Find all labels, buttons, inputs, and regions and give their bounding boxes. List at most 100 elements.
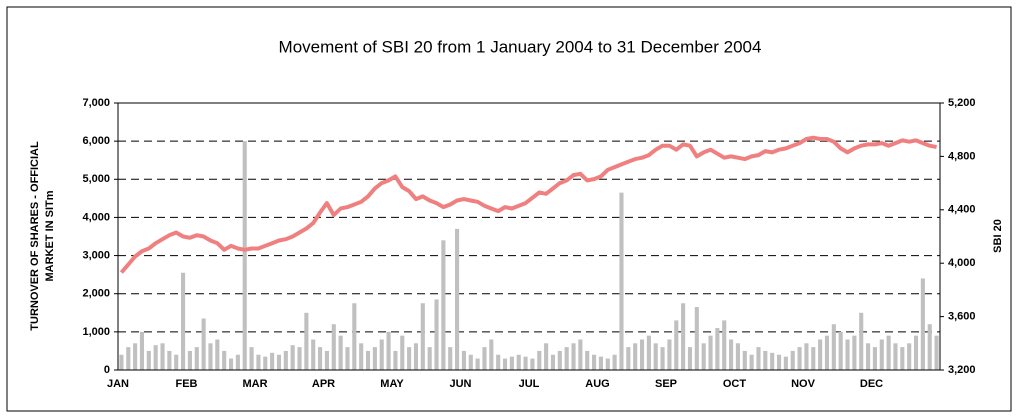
- y2-tick-label: 3,600: [948, 311, 976, 323]
- bar: [502, 358, 508, 370]
- bar: [790, 350, 795, 370]
- bar: [393, 350, 398, 370]
- bar: [242, 141, 247, 370]
- bar: [448, 347, 453, 370]
- bar: [153, 345, 158, 370]
- bar: [694, 307, 699, 370]
- bar: [667, 339, 672, 370]
- bar: [126, 347, 131, 370]
- bar: [626, 347, 631, 370]
- bar: [365, 350, 371, 370]
- plot-border: [117, 102, 941, 371]
- bar: [585, 350, 590, 370]
- bar: [907, 343, 912, 370]
- bar: [270, 352, 275, 370]
- bar: [167, 350, 172, 370]
- y2-tick-label: 4,400: [948, 204, 976, 216]
- bar: [859, 312, 864, 370]
- bar: [557, 350, 562, 370]
- bar: [256, 354, 261, 370]
- bar: [872, 347, 877, 370]
- y-tick-label: 5,000: [82, 173, 110, 185]
- bar: [530, 358, 535, 370]
- bar: [660, 347, 665, 370]
- bar: [674, 320, 679, 370]
- bar: [681, 303, 686, 370]
- bar: [208, 343, 213, 370]
- y-tick-label: 6,000: [82, 135, 110, 147]
- x-tick-label: JUN: [449, 378, 471, 390]
- x-tick-label: AUG: [585, 378, 609, 390]
- bar: [338, 335, 343, 370]
- bar: [770, 352, 775, 370]
- bar: [564, 347, 569, 370]
- bar: [852, 335, 857, 370]
- y-tick-label: 3,000: [82, 249, 110, 261]
- bar: [818, 339, 823, 370]
- bar: [619, 192, 624, 370]
- bar: [893, 343, 898, 370]
- bar: [455, 228, 460, 370]
- bar: [729, 339, 734, 370]
- bar: [249, 347, 254, 370]
- bar: [722, 320, 727, 370]
- bar: [687, 347, 693, 370]
- bar: [372, 347, 377, 370]
- x-tick-label: SEP: [655, 378, 677, 390]
- bar: [756, 347, 761, 370]
- bar: [571, 343, 576, 370]
- bar: [461, 350, 466, 370]
- bar: [386, 331, 391, 370]
- bar: [187, 350, 192, 370]
- bar: [119, 354, 124, 370]
- bar: [550, 354, 556, 370]
- bar: [194, 347, 199, 370]
- bar: [331, 324, 336, 370]
- bar: [708, 335, 713, 370]
- bar: [297, 347, 302, 370]
- bar: [715, 328, 720, 370]
- y2-tick-label: 4,000: [948, 257, 976, 269]
- bar: [290, 345, 295, 370]
- bar: [646, 335, 651, 370]
- bar: [913, 335, 919, 370]
- bar: [139, 331, 145, 370]
- bar: [920, 278, 925, 370]
- bar: [735, 343, 740, 370]
- y-axis-label: TURNOVER OF SHARES - OFFICIAL: [29, 141, 41, 331]
- chart-title: Movement of SBI 20 from 1 January 2004 t…: [279, 37, 762, 56]
- bar: [146, 350, 151, 370]
- y2-tick-label: 5,200: [948, 97, 976, 109]
- y-tick-label: 4,000: [82, 211, 110, 223]
- bar: [318, 347, 323, 370]
- bar: [612, 354, 617, 370]
- x-tick-label: JUL: [519, 378, 540, 390]
- bar: [886, 335, 891, 370]
- bar: [304, 312, 309, 370]
- bar: [605, 358, 610, 370]
- bar: [797, 347, 802, 370]
- x-tick-label: MAR: [242, 378, 267, 390]
- x-tick-label: APR: [312, 378, 335, 390]
- x-tick-label: JAN: [107, 378, 129, 390]
- bar: [811, 347, 816, 370]
- bar: [845, 339, 850, 370]
- bar: [592, 354, 597, 370]
- x-tick-label: MAY: [380, 378, 404, 390]
- bar: [181, 272, 186, 370]
- y-tick-label: 7,000: [82, 97, 110, 109]
- bar: [879, 339, 884, 370]
- bar: [345, 347, 350, 370]
- y-tick-label: 2,000: [82, 288, 110, 300]
- bar: [598, 356, 603, 370]
- bar: [160, 343, 165, 370]
- bar: [283, 350, 288, 370]
- bar: [639, 339, 645, 370]
- bar: [927, 324, 932, 370]
- bar: [263, 356, 268, 370]
- bar: [900, 347, 905, 370]
- bar: [838, 331, 843, 370]
- bar: [749, 354, 754, 370]
- y-tick-label: 0: [104, 364, 110, 376]
- bar: [866, 343, 871, 370]
